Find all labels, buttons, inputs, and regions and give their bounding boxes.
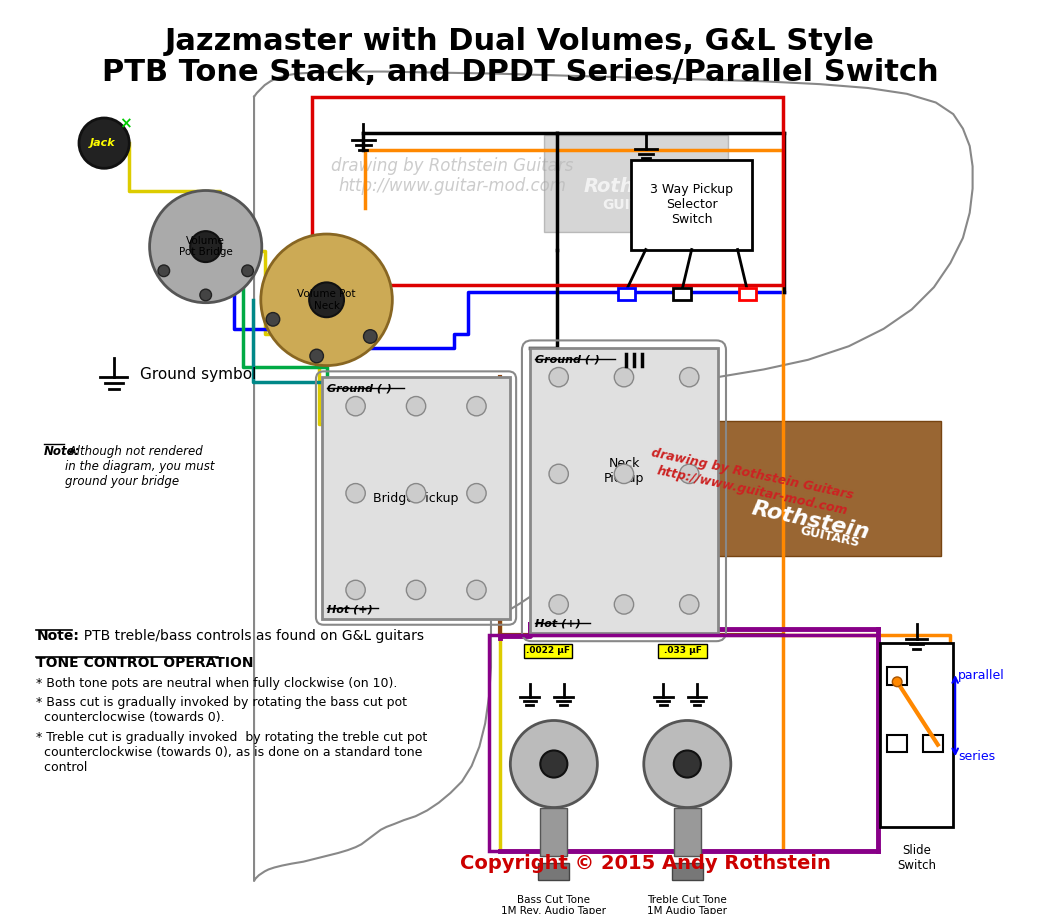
Text: Jazzmaster with Dual Volumes, G&L Style: Jazzmaster with Dual Volumes, G&L Style bbox=[165, 27, 875, 56]
Text: Note:: Note: bbox=[44, 445, 80, 458]
Text: Although not rendered
in the diagram, you must
ground your bridge: Although not rendered in the diagram, yo… bbox=[66, 445, 215, 488]
Text: 3 Way Pickup
Selector
Switch: 3 Way Pickup Selector Switch bbox=[650, 183, 733, 226]
Text: PTB Tone Stack, and DPDT Series/Parallel Switch: PTB Tone Stack, and DPDT Series/Parallel… bbox=[102, 58, 938, 87]
Bar bbox=[924, 735, 942, 752]
Circle shape bbox=[541, 750, 568, 778]
Text: Rothstein: Rothstein bbox=[583, 177, 688, 197]
Text: Ground (-): Ground (-) bbox=[535, 355, 599, 365]
Circle shape bbox=[467, 484, 486, 503]
Circle shape bbox=[364, 330, 378, 344]
Circle shape bbox=[615, 367, 633, 387]
Bar bbox=[887, 735, 907, 752]
Bar bbox=[544, 135, 728, 232]
Bar bbox=[674, 808, 701, 856]
Bar bbox=[539, 863, 569, 880]
Bar bbox=[887, 667, 907, 685]
Bar bbox=[699, 420, 941, 556]
Bar bbox=[489, 635, 878, 851]
Text: ×: × bbox=[119, 116, 132, 132]
Circle shape bbox=[644, 720, 731, 808]
Bar bbox=[524, 644, 572, 658]
Text: drawing by Rothstein Guitars: drawing by Rothstein Guitars bbox=[650, 446, 855, 502]
Circle shape bbox=[679, 367, 699, 387]
Bar bbox=[738, 288, 756, 300]
Bar bbox=[541, 808, 568, 856]
Bar bbox=[321, 377, 511, 619]
Circle shape bbox=[407, 484, 425, 503]
Text: drawing by Rothstein Guitars: drawing by Rothstein Guitars bbox=[331, 157, 573, 175]
Text: Note:: Note: bbox=[36, 629, 79, 643]
Text: GUITARS: GUITARS bbox=[602, 198, 670, 212]
Text: Slide
Switch: Slide Switch bbox=[898, 845, 936, 872]
Circle shape bbox=[200, 289, 211, 301]
Circle shape bbox=[346, 580, 365, 600]
Text: Rothstein: Rothstein bbox=[749, 498, 872, 543]
Text: * Both tone pots are neutral when fully clockwise (on 10).: * Both tone pots are neutral when fully … bbox=[36, 677, 398, 690]
Text: Bass Cut Tone
1M Rev. Audio Taper: Bass Cut Tone 1M Rev. Audio Taper bbox=[501, 895, 606, 914]
Text: Jack: Jack bbox=[89, 138, 115, 148]
Circle shape bbox=[266, 313, 280, 326]
Bar bbox=[312, 97, 783, 285]
Text: http://www.guitar-mod.com: http://www.guitar-mod.com bbox=[338, 176, 567, 195]
Text: http://www.guitar-mod.com: http://www.guitar-mod.com bbox=[655, 464, 849, 518]
Text: PTB treble/bass controls as found on G&L guitars: PTB treble/bass controls as found on G&L… bbox=[75, 629, 424, 643]
Circle shape bbox=[158, 265, 170, 277]
Bar bbox=[631, 160, 752, 250]
Circle shape bbox=[467, 397, 486, 416]
Bar bbox=[673, 288, 691, 300]
Text: Treble Cut Tone
1M Audio Taper: Treble Cut Tone 1M Audio Taper bbox=[647, 895, 727, 914]
Circle shape bbox=[150, 190, 262, 303]
Text: * Treble cut is gradually invoked  by rotating the treble cut pot
  counterclock: * Treble cut is gradually invoked by rot… bbox=[36, 731, 427, 774]
Text: GUITARS: GUITARS bbox=[799, 524, 860, 549]
Circle shape bbox=[615, 464, 633, 484]
Circle shape bbox=[549, 595, 568, 614]
Text: Volume
Pot Bridge: Volume Pot Bridge bbox=[179, 236, 233, 258]
Text: .033 µF: .033 µF bbox=[664, 646, 701, 655]
Circle shape bbox=[679, 464, 699, 484]
Circle shape bbox=[346, 397, 365, 416]
Circle shape bbox=[241, 265, 254, 277]
Bar bbox=[880, 643, 954, 827]
Circle shape bbox=[79, 118, 129, 168]
Circle shape bbox=[674, 750, 701, 778]
Text: Copyright © 2015 Andy Rothstein: Copyright © 2015 Andy Rothstein bbox=[461, 854, 831, 873]
Text: Hot (+): Hot (+) bbox=[535, 619, 580, 629]
Text: TONE CONTROL OPERATION: TONE CONTROL OPERATION bbox=[36, 655, 254, 670]
Text: Volume Pot
Neck: Volume Pot Neck bbox=[297, 289, 356, 311]
Circle shape bbox=[679, 595, 699, 614]
Bar bbox=[672, 863, 703, 880]
Bar bbox=[529, 348, 719, 633]
Circle shape bbox=[892, 677, 902, 686]
Circle shape bbox=[511, 720, 597, 808]
Circle shape bbox=[407, 397, 425, 416]
Text: Ground (-): Ground (-) bbox=[327, 384, 391, 394]
Text: Ground symbol: Ground symbol bbox=[140, 367, 256, 382]
Bar bbox=[658, 644, 706, 658]
Text: Neck
Pickup: Neck Pickup bbox=[604, 458, 644, 485]
Circle shape bbox=[615, 595, 633, 614]
Text: Hot (+): Hot (+) bbox=[327, 604, 372, 614]
Circle shape bbox=[309, 282, 344, 317]
Circle shape bbox=[190, 231, 222, 262]
Text: Bridge Pickup: Bridge Pickup bbox=[373, 492, 459, 505]
Text: .0022 µF: .0022 µF bbox=[526, 646, 570, 655]
Circle shape bbox=[549, 367, 568, 387]
Circle shape bbox=[261, 234, 392, 366]
Circle shape bbox=[310, 349, 323, 363]
Circle shape bbox=[549, 464, 568, 484]
Circle shape bbox=[346, 484, 365, 503]
Text: series: series bbox=[958, 749, 995, 763]
Text: parallel: parallel bbox=[958, 668, 1005, 682]
Text: * Bass cut is gradually invoked by rotating the bass cut pot
  counterclocwise (: * Bass cut is gradually invoked by rotat… bbox=[36, 696, 408, 724]
Circle shape bbox=[407, 580, 425, 600]
Circle shape bbox=[467, 580, 486, 600]
Bar bbox=[618, 288, 635, 300]
